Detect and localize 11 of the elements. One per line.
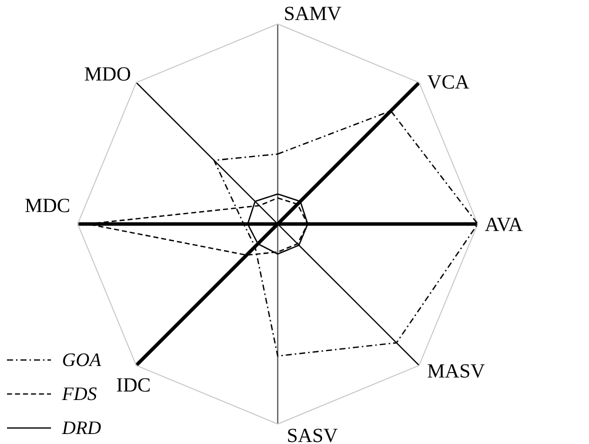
spoke-label: AVA — [484, 214, 524, 236]
spoke-label: SAMV — [284, 3, 342, 25]
legend-label: GOA — [62, 350, 102, 371]
legend-label: FDS — [61, 384, 98, 405]
spoke-label: VCA — [427, 72, 470, 94]
spoke-label: IDC — [116, 374, 151, 396]
spoke-label: SASV — [286, 425, 338, 444]
spoke-label: MDO — [84, 64, 131, 86]
spoke-label: MASV — [427, 360, 486, 382]
spoke-label: MDC — [24, 195, 70, 217]
legend-label: DRD — [61, 418, 102, 439]
